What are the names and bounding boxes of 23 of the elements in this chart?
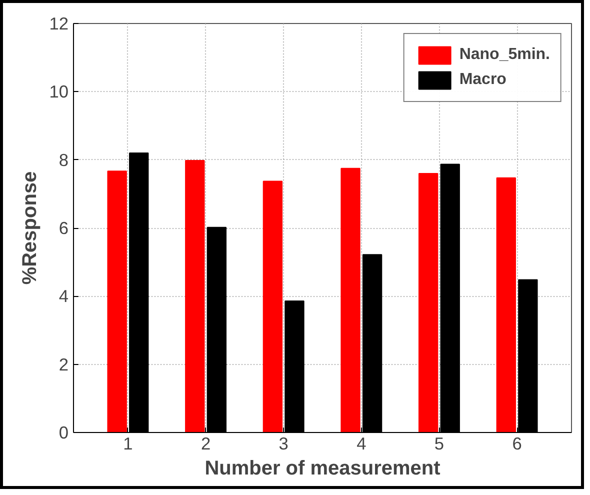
y-tick-label: 12 [49, 14, 69, 34]
x-axis-title: Number of measurement [204, 458, 441, 480]
bar [262, 180, 283, 432]
y-tick-label: 8 [58, 150, 69, 170]
x-tick-label: 3 [278, 434, 288, 454]
x-tick-label: 5 [434, 434, 444, 454]
y-tick-label: 2 [58, 354, 69, 374]
bar [107, 170, 127, 432]
y-tick-label: 6 [58, 218, 69, 238]
legend-label: Nano_5min. [459, 46, 550, 64]
bar [185, 160, 205, 432]
bar [418, 172, 438, 432]
bar [496, 177, 516, 432]
x-tick-label: 6 [512, 434, 522, 454]
y-tick-label: 0 [58, 422, 69, 442]
y-tick-label: 4 [58, 286, 69, 306]
legend-label: Macro [459, 71, 506, 89]
y-tick-label: 10 [49, 82, 69, 102]
y-axis-title: %Response [19, 171, 42, 285]
x-tick-label: 4 [356, 434, 367, 454]
x-tick-label: 2 [200, 434, 211, 454]
x-tick-label: 1 [123, 434, 133, 454]
bar [340, 168, 360, 432]
